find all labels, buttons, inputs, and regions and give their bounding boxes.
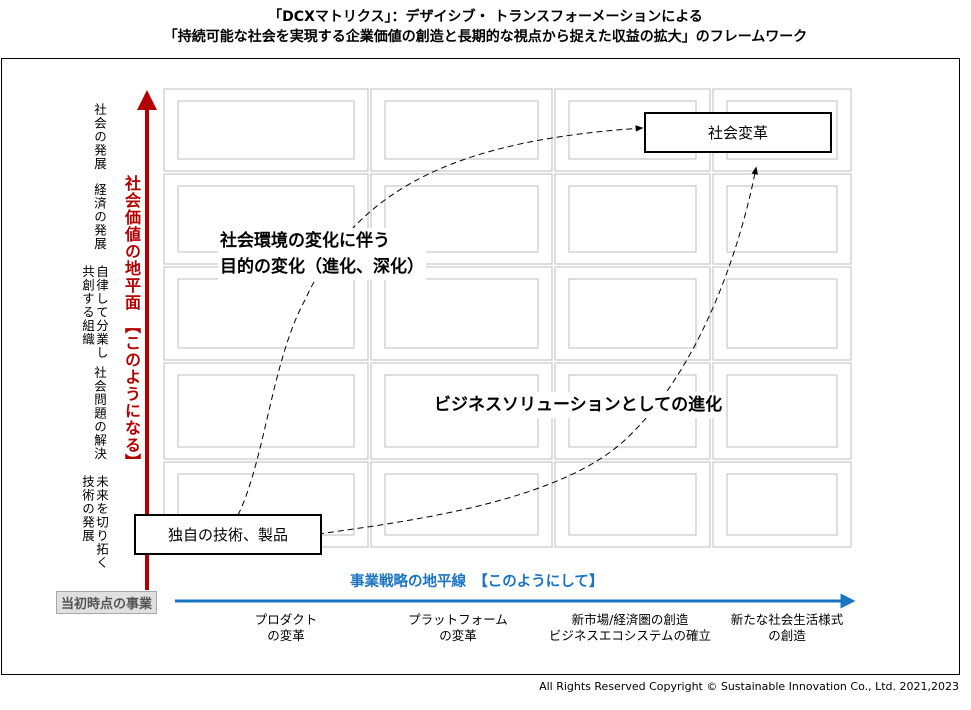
grid-cell [384,473,539,536]
matrix-grid [163,88,852,548]
grid-cell [384,278,539,349]
business-annotation: ビジネスソリューションとしての進化 [432,392,725,418]
grid-cell [370,88,553,172]
grid-cell [726,278,838,349]
grid-cell [370,173,553,265]
grid-cell [554,266,711,361]
grid-cell [726,473,838,536]
grid-cell [712,461,852,548]
grid-cell [163,362,369,460]
title-line-2: 「持続可能な社会を実現する企業価値の創造と長期的な視点から捉えた収益の拡大」のフ… [163,29,808,45]
grid-cell [568,185,697,253]
grid-cell [163,88,369,172]
diagram-frame [1,58,960,675]
grid-cell [712,173,852,265]
goal-box: 社会変革 [644,112,832,153]
grid-cell [712,266,852,361]
grid-cell [568,473,697,536]
y-row-label-4: 社会問題の解決 [92,366,107,461]
grid-cell [554,461,711,548]
y-axis-label: 社会価値の地平面 【このようになる】 [122,175,141,471]
y-row-label-3: 自律して分業し 共創する組織 [80,265,109,360]
grid-cell [370,461,553,548]
y-row-label-1: 社会の発展 [92,103,107,171]
x-column-label-2: プラットフォーム の変革 [408,612,508,643]
purpose-annotation: 社会環境の変化に伴う 目的の変化（進化、深化） [218,228,426,280]
grid-cell [712,362,852,460]
grid-cell [554,173,711,265]
grid-cell [177,100,355,160]
grid-cell [177,278,355,349]
x-axis-label: 事業戦略の地平線 【このようにして】 [350,574,604,590]
business-curve-arrow [317,166,758,535]
grid-cell [726,374,838,448]
grid-cell [384,100,539,160]
grid-cell [726,185,838,253]
grid-cell [568,278,697,349]
grid-cell [370,266,553,361]
start-box: 独自の技術、製品 [134,514,322,555]
grid-cell [384,185,539,253]
title-line-1: 「DCXマトリクス」：デザイシブ・ トランスフォーメーションによる [268,9,703,25]
x-column-label-3: 新市場/経済圏の創造 ビジネスエコシステムの確立 [548,612,712,643]
grid-cell [177,374,355,448]
x-column-label-1: プロダクト の変革 [254,612,318,643]
y-row-label-5: 未来を切り拓く 技術の発展 [80,475,109,570]
y-row-label-2: 経済の発展 [92,183,107,251]
copyright-notice: All Rights Reserved Copyright © Sustaina… [539,680,959,693]
grid-cell [163,266,369,361]
x-column-label-4: 新たな社会生活様式 の創造 [730,612,844,643]
origin-label: 当初時点の事業 [56,591,158,614]
